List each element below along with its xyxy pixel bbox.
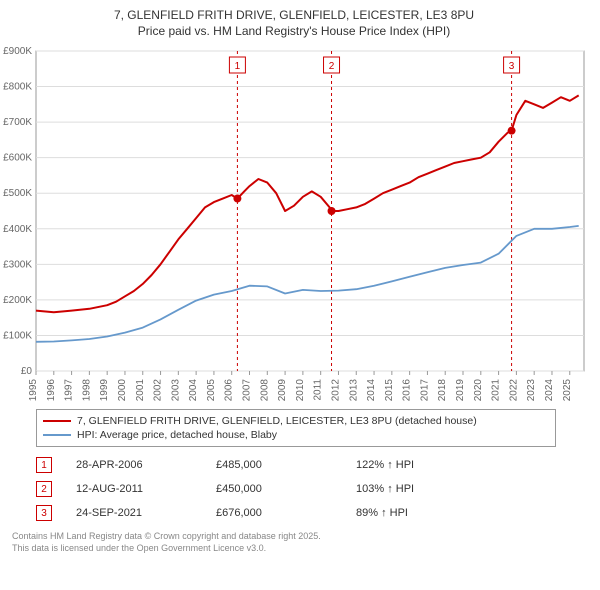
svg-text:2024: 2024 — [544, 379, 555, 402]
svg-text:1998: 1998 — [81, 379, 92, 402]
svg-text:2008: 2008 — [259, 379, 270, 402]
legend-label: HPI: Average price, detached house, Blab… — [77, 429, 277, 441]
footer-line-2: This data is licensed under the Open Gov… — [12, 543, 588, 555]
svg-text:£400K: £400K — [3, 224, 32, 235]
svg-text:2025: 2025 — [562, 379, 573, 402]
svg-text:2000: 2000 — [117, 379, 128, 402]
svg-text:1997: 1997 — [64, 379, 75, 402]
svg-text:1995: 1995 — [28, 379, 39, 402]
legend-item: HPI: Average price, detached house, Blab… — [43, 428, 549, 442]
svg-text:3: 3 — [509, 61, 515, 72]
svg-text:2012: 2012 — [330, 379, 341, 402]
svg-text:2005: 2005 — [206, 379, 217, 402]
title-block: 7, GLENFIELD FRITH DRIVE, GLENFIELD, LEI… — [0, 8, 588, 39]
sale-hpi: 103% ↑ HPI — [356, 483, 496, 495]
line-chart-svg: £0 £100K £200K £300K £400K £500K £600K £700K £80… — [0, 43, 588, 403]
svg-text:2018: 2018 — [437, 379, 448, 402]
svg-text:1999: 1999 — [99, 379, 110, 402]
svg-text:2021: 2021 — [491, 379, 502, 402]
svg-text:2020: 2020 — [473, 379, 484, 402]
svg-text:£700K: £700K — [3, 117, 32, 128]
svg-text:2002: 2002 — [153, 379, 164, 402]
title-line-1: 7, GLENFIELD FRITH DRIVE, GLENFIELD, LEI… — [0, 8, 588, 24]
svg-text:£600K: £600K — [3, 153, 32, 164]
svg-text:2014: 2014 — [366, 379, 377, 402]
svg-text:£300K: £300K — [3, 260, 32, 271]
svg-text:£800K: £800K — [3, 82, 32, 93]
svg-text:2001: 2001 — [135, 379, 146, 402]
svg-text:2004: 2004 — [188, 379, 199, 402]
legend-box: 7, GLENFIELD FRITH DRIVE, GLENFIELD, LEI… — [36, 409, 556, 447]
svg-text:£0: £0 — [21, 366, 33, 377]
svg-text:£200K: £200K — [3, 295, 32, 306]
sale-price: £676,000 — [216, 507, 356, 519]
sale-marker-box: 1 — [36, 457, 52, 473]
svg-text:£900K: £900K — [3, 46, 32, 57]
sale-marker-box: 3 — [36, 505, 52, 521]
svg-text:2015: 2015 — [384, 379, 395, 402]
sale-row: 3 24-SEP-2021£676,00089% ↑ HPI — [36, 501, 556, 525]
sale-price: £485,000 — [216, 459, 356, 471]
chart-container: 7, GLENFIELD FRITH DRIVE, GLENFIELD, LEI… — [0, 0, 600, 559]
svg-text:£100K: £100K — [3, 331, 32, 342]
svg-text:2003: 2003 — [170, 379, 181, 402]
chart-plot-area: £0 £100K £200K £300K £400K £500K £600K £700K £80… — [0, 43, 588, 403]
svg-text:1996: 1996 — [46, 379, 57, 402]
sale-hpi: 89% ↑ HPI — [356, 507, 496, 519]
sale-date: 24-SEP-2021 — [76, 507, 216, 519]
svg-text:2006: 2006 — [224, 379, 235, 402]
sale-price: £450,000 — [216, 483, 356, 495]
svg-text:£500K: £500K — [3, 188, 32, 199]
legend-item: 7, GLENFIELD FRITH DRIVE, GLENFIELD, LEI… — [43, 414, 549, 428]
svg-text:2022: 2022 — [508, 379, 519, 402]
svg-text:2: 2 — [329, 61, 335, 72]
svg-text:1: 1 — [235, 61, 241, 72]
svg-text:2007: 2007 — [242, 379, 253, 402]
sale-date: 28-APR-2006 — [76, 459, 216, 471]
legend-swatch — [43, 434, 71, 436]
sales-table: 1 28-APR-2006£485,000122% ↑ HPI 2 12-AUG-20… — [36, 453, 556, 525]
sale-marker-box: 2 — [36, 481, 52, 497]
svg-text:2019: 2019 — [455, 379, 466, 402]
svg-text:2013: 2013 — [348, 379, 359, 402]
svg-text:2016: 2016 — [402, 379, 413, 402]
svg-text:2009: 2009 — [277, 379, 288, 402]
title-line-2: Price paid vs. HM Land Registry's House … — [0, 24, 588, 40]
svg-text:2023: 2023 — [526, 379, 537, 402]
footer-attribution: Contains HM Land Registry data © Crown c… — [12, 531, 588, 554]
sale-row: 2 12-AUG-2011£450,000103% ↑ HPI — [36, 477, 556, 501]
svg-text:2017: 2017 — [419, 379, 430, 402]
svg-text:2010: 2010 — [295, 379, 306, 402]
legend-swatch — [43, 420, 71, 422]
sale-row: 1 28-APR-2006£485,000122% ↑ HPI — [36, 453, 556, 477]
footer-line-1: Contains HM Land Registry data © Crown c… — [12, 531, 588, 543]
sale-date: 12-AUG-2011 — [76, 483, 216, 495]
sale-hpi: 122% ↑ HPI — [356, 459, 496, 471]
svg-text:2011: 2011 — [313, 379, 324, 401]
legend-label: 7, GLENFIELD FRITH DRIVE, GLENFIELD, LEI… — [77, 415, 477, 427]
